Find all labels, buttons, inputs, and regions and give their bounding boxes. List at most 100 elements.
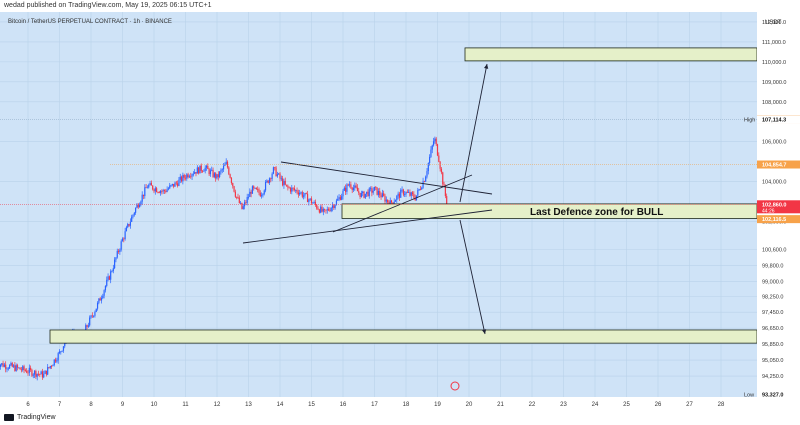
candle-body: [6, 368, 8, 370]
candle-body: [58, 351, 61, 354]
x-tick-label: 20: [466, 402, 473, 408]
x-tick-label: 28: [718, 402, 725, 408]
candle-body: [330, 207, 332, 212]
candle-body: [306, 193, 309, 203]
candle-body: [279, 173, 281, 179]
candle-body: [345, 187, 347, 192]
candle-body: [337, 198, 339, 201]
candle-body: [291, 187, 293, 192]
candle-body: [262, 193, 264, 196]
candle-body: [141, 194, 143, 202]
candle-body: [366, 191, 368, 194]
candle-body: [24, 370, 26, 371]
candle-body: [438, 155, 440, 162]
candle-body: [119, 249, 121, 252]
candle-body: [18, 367, 20, 369]
candle-body: [169, 185, 171, 189]
candle-body: [358, 191, 360, 193]
candle-body: [112, 268, 114, 272]
candle-body: [173, 183, 175, 187]
candle-body: [417, 190, 419, 196]
publisher-text: wedad published on TradingView.com, May …: [4, 2, 212, 9]
trendline: [242, 209, 493, 244]
candle-body: [285, 184, 288, 186]
candle-body: [183, 175, 185, 178]
candle-body: [253, 186, 255, 189]
candle-body: [325, 209, 327, 211]
candle-body: [351, 187, 353, 190]
candle-body: [394, 200, 397, 202]
x-tick-label: 25: [623, 402, 630, 408]
price-tag-label: 102,116.5: [762, 217, 786, 223]
candle-body: [316, 204, 318, 209]
candle-body: [158, 192, 160, 193]
candle-body: [241, 202, 243, 210]
candle-body: [145, 187, 147, 189]
candle-body: [177, 183, 179, 186]
candle-body: [108, 276, 110, 280]
candle-body: [2, 363, 4, 367]
candle-body: [131, 216, 133, 222]
candle-body: [226, 161, 229, 168]
candle-body: [398, 193, 401, 198]
candle-body: [132, 214, 134, 217]
candle-body: [401, 189, 403, 191]
candle-body: [137, 204, 139, 208]
candle-body: [15, 365, 17, 371]
candle-body: [347, 184, 349, 186]
candle-body: [170, 184, 172, 186]
candle-body: [98, 298, 100, 303]
candle-body: [110, 271, 112, 280]
candle-body: [64, 342, 66, 347]
candle-body: [16, 365, 19, 368]
candle-body: [363, 191, 365, 198]
candle-body: [192, 173, 194, 175]
brand-text: TradingView: [17, 414, 56, 421]
candle-body: [390, 200, 393, 203]
y-tick-label: 104,000.0: [762, 180, 786, 186]
candle-body: [314, 201, 317, 205]
candle-body: [342, 190, 344, 197]
candle-body: [418, 189, 420, 191]
candle-body: [320, 206, 322, 213]
x-tick-label: 24: [592, 402, 599, 408]
time-axis[interactable]: 6 7 8 9 10 11 12 13 14 15 16 17 18 19 20 21 22 23 24 25 26 27…: [0, 397, 800, 410]
candle-body: [99, 298, 101, 301]
candle-body: [289, 187, 292, 192]
candle-body: [219, 171, 221, 178]
x-tick-label: 16: [340, 402, 347, 408]
candle-body: [385, 199, 387, 202]
chart[interactable]: Last Defence zone for BULL Bitcoin / Tet…: [0, 12, 800, 410]
x-tick-label: 7: [58, 402, 62, 408]
candle-body: [234, 191, 236, 197]
candle-body: [199, 165, 201, 174]
candle-body: [341, 196, 343, 200]
candle-body: [359, 192, 361, 198]
candle-body: [33, 370, 36, 375]
candle-body: [312, 202, 314, 204]
candle-body: [238, 197, 240, 204]
candle-body: [149, 183, 151, 185]
tradingview-logo[interactable]: TradingView: [4, 410, 56, 425]
candle-body: [426, 171, 428, 177]
y-tick-label: 100,600.0: [762, 247, 786, 253]
x-tick-label: 9: [121, 402, 125, 408]
candle-body: [14, 365, 16, 371]
candle-body: [292, 187, 294, 189]
candle-body: [331, 205, 334, 208]
candle-body: [410, 192, 412, 196]
candle-body: [313, 201, 315, 203]
candle-body: [310, 198, 313, 204]
x-tick-label: 21: [497, 402, 504, 408]
candle-body: [53, 359, 55, 366]
candle-body: [258, 189, 260, 193]
y-tick-label: 112,000.0: [762, 20, 786, 26]
y-tick-label: 95,850.0: [762, 342, 783, 348]
candle-body: [85, 325, 87, 332]
drawings: [0, 63, 757, 391]
candle-body: [117, 250, 120, 252]
candle-body: [318, 209, 320, 213]
candle-body: [20, 369, 23, 371]
x-tick-label: 27: [686, 402, 693, 408]
